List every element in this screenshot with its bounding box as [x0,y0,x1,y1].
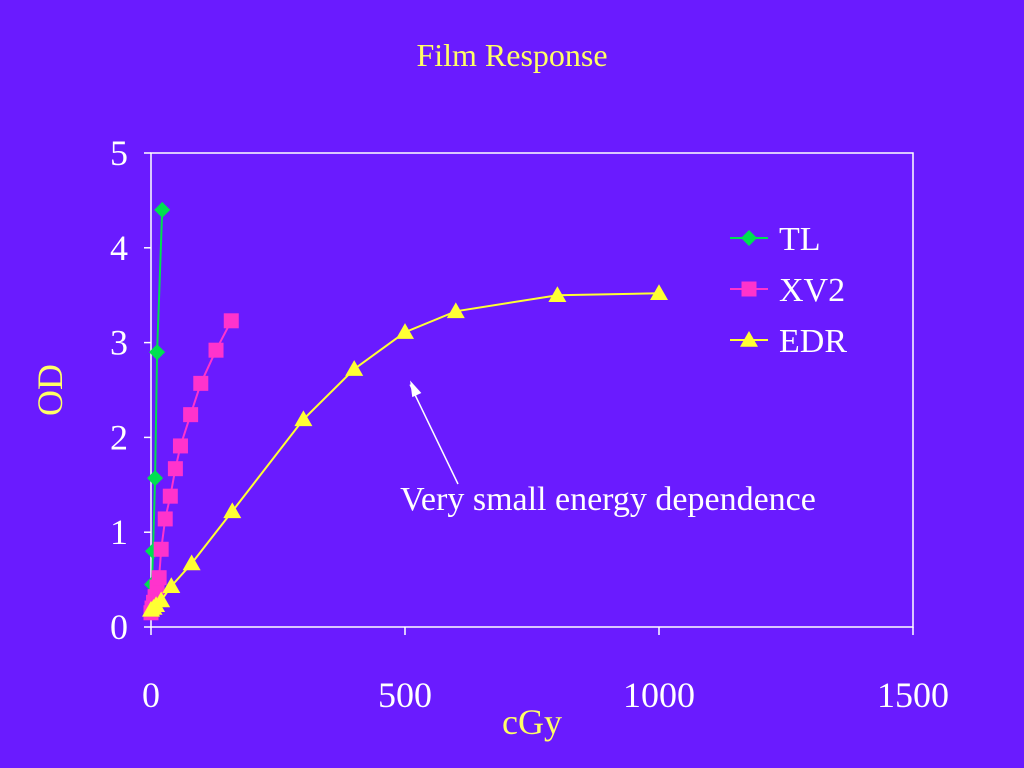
series-edr [142,284,668,617]
series-edr-point [396,323,414,339]
series-tl-point [154,201,171,218]
legend-item-tl: TL [730,221,821,258]
series-xv2-point [162,488,178,504]
annotation-text: Very small energy dependence [400,481,816,518]
legend-item-xv2: XV2 [730,272,845,309]
y-axis: 0 1 2 3 4 5 [110,133,151,647]
series-xv2-point [223,313,239,329]
series-edr-point [345,360,364,376]
series-edr-point [223,502,242,519]
series-edr-point [650,284,668,301]
chart-title: Film Response [416,37,607,73]
x-axis-label: cGy [502,702,562,742]
series-xv2-point [208,342,224,358]
series-xv2-point [183,407,199,423]
x-tick-label: 1000 [623,675,695,715]
y-tick-label: 3 [110,323,128,363]
legend-label: TL [779,221,821,258]
series-layer [142,201,668,621]
series-xv2-point [151,570,167,586]
legend-label: EDR [779,323,847,360]
y-tick-label: 0 [110,607,128,647]
x-tick-label: 0 [142,675,160,715]
series-edr-line [150,292,660,611]
y-tick-label: 1 [110,512,128,552]
series-edr-point [446,302,465,319]
series-tl-point [147,470,164,487]
series-edr-point [294,410,313,427]
legend-item-edr: EDR [730,323,847,360]
x-tick-label: 500 [378,675,432,715]
y-tick-label: 5 [110,133,128,173]
series-xv2-point [153,541,169,557]
legend-marker [740,331,758,347]
series-xv2-point [193,375,209,391]
legend-marker [741,230,757,246]
annotation: Very small energy dependence [400,380,816,518]
series-xv2-point [167,461,183,477]
series-tl-point [149,344,166,361]
series-edr-point [162,577,181,593]
series-edr-point [182,554,201,571]
y-axis-label: OD [30,364,70,416]
y-tick-label: 4 [110,228,128,268]
y-tick-label: 2 [110,417,128,457]
x-axis: 0 500 1000 1500 [142,627,949,715]
legend-label: XV2 [779,272,845,309]
series-edr-point [152,591,171,608]
legend-marker [741,281,757,297]
series-xv2-point [157,511,173,527]
legend: TL XV2 EDR [730,221,847,360]
annotation-arrow [409,384,459,485]
annotation-arrowhead [410,380,422,398]
x-tick-label: 1500 [877,675,949,715]
series-xv2-point [172,438,188,454]
series-edr-point [548,286,567,302]
plot-area-frame [150,152,914,628]
